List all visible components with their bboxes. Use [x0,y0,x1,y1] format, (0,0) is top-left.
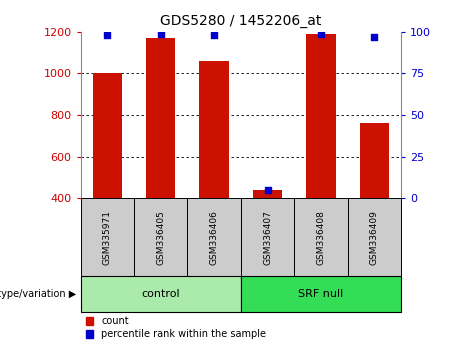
Point [211,32,218,38]
Bar [146,38,176,198]
Bar [306,34,336,198]
Text: GSM336407: GSM336407 [263,210,272,265]
Title: GDS5280 / 1452206_at: GDS5280 / 1452206_at [160,14,322,28]
Bar [241,198,294,276]
Bar [253,190,282,198]
Text: GSM336406: GSM336406 [210,210,219,265]
Text: GSM336408: GSM336408 [316,210,325,265]
Point [317,31,325,36]
Bar [188,198,241,276]
Bar [360,124,389,198]
Text: control: control [142,289,180,299]
Text: GSM336409: GSM336409 [370,210,379,265]
Legend: count, percentile rank within the sample: count, percentile rank within the sample [86,316,266,339]
Text: GSM336405: GSM336405 [156,210,165,265]
Point [157,31,165,36]
Bar [81,198,134,276]
Bar [81,276,241,312]
Point [104,32,111,38]
Bar [241,276,401,312]
Bar [93,73,122,198]
Text: genotype/variation ▶: genotype/variation ▶ [0,289,76,299]
Bar [134,198,188,276]
Point [264,187,271,193]
Text: SRF null: SRF null [298,289,343,299]
Bar [348,198,401,276]
Text: GSM335971: GSM335971 [103,210,112,265]
Bar [200,61,229,198]
Point [371,34,378,40]
Bar [294,198,348,276]
